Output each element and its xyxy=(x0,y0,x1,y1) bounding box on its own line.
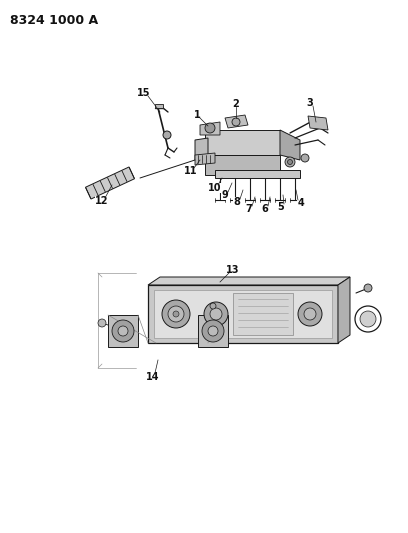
Polygon shape xyxy=(215,170,300,178)
Circle shape xyxy=(232,118,240,126)
Polygon shape xyxy=(154,290,332,338)
Polygon shape xyxy=(205,155,280,175)
Polygon shape xyxy=(225,115,248,128)
Circle shape xyxy=(210,308,222,320)
Polygon shape xyxy=(148,285,338,343)
Circle shape xyxy=(118,326,128,336)
Text: 9: 9 xyxy=(222,190,228,200)
Text: 10: 10 xyxy=(208,183,222,193)
Polygon shape xyxy=(338,277,350,343)
Polygon shape xyxy=(155,104,163,108)
Polygon shape xyxy=(200,122,220,135)
Circle shape xyxy=(208,326,218,336)
Circle shape xyxy=(301,154,309,162)
Text: 5: 5 xyxy=(277,202,284,212)
Polygon shape xyxy=(148,277,350,285)
Text: 3: 3 xyxy=(307,98,313,108)
Circle shape xyxy=(204,302,228,326)
Circle shape xyxy=(285,157,295,167)
Circle shape xyxy=(202,320,224,342)
Text: 13: 13 xyxy=(226,265,240,275)
Circle shape xyxy=(364,284,372,292)
Text: 14: 14 xyxy=(146,372,160,382)
Polygon shape xyxy=(205,130,280,155)
Text: 6: 6 xyxy=(262,204,268,214)
Circle shape xyxy=(168,306,184,322)
Polygon shape xyxy=(195,138,208,160)
Text: 8324 1000 A: 8324 1000 A xyxy=(10,14,98,27)
Polygon shape xyxy=(108,315,138,347)
Text: 4: 4 xyxy=(297,198,304,208)
Circle shape xyxy=(163,131,171,139)
Polygon shape xyxy=(280,130,300,160)
Circle shape xyxy=(98,319,106,327)
Circle shape xyxy=(360,311,376,327)
Circle shape xyxy=(288,159,293,165)
Text: 15: 15 xyxy=(137,88,151,98)
Polygon shape xyxy=(233,293,293,335)
Circle shape xyxy=(210,303,216,309)
Circle shape xyxy=(162,300,190,328)
Circle shape xyxy=(205,123,215,133)
Text: 11: 11 xyxy=(184,166,198,176)
Circle shape xyxy=(112,320,134,342)
Text: 2: 2 xyxy=(233,99,239,109)
Polygon shape xyxy=(86,167,135,199)
Text: 1: 1 xyxy=(194,110,200,120)
Polygon shape xyxy=(198,315,228,347)
Circle shape xyxy=(304,308,316,320)
Text: 7: 7 xyxy=(246,204,253,214)
Polygon shape xyxy=(195,153,215,165)
Text: 12: 12 xyxy=(95,196,109,206)
Circle shape xyxy=(298,302,322,326)
Text: 8: 8 xyxy=(233,197,240,207)
Circle shape xyxy=(173,311,179,317)
Polygon shape xyxy=(308,116,328,130)
